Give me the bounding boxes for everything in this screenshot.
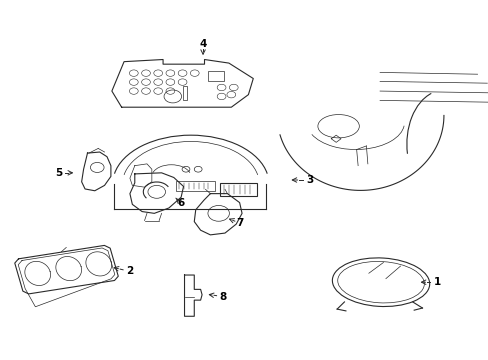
Text: 4: 4 — [199, 39, 206, 49]
Bar — [182, 86, 187, 100]
Text: 5: 5 — [56, 168, 62, 178]
Text: 1: 1 — [432, 277, 440, 287]
Text: 3: 3 — [306, 175, 313, 185]
Text: 7: 7 — [235, 218, 243, 228]
Text: 8: 8 — [219, 292, 226, 302]
Bar — [176, 181, 215, 191]
Bar — [208, 71, 224, 81]
Text: 2: 2 — [126, 266, 133, 276]
Bar — [220, 183, 256, 196]
Text: 6: 6 — [177, 198, 184, 208]
